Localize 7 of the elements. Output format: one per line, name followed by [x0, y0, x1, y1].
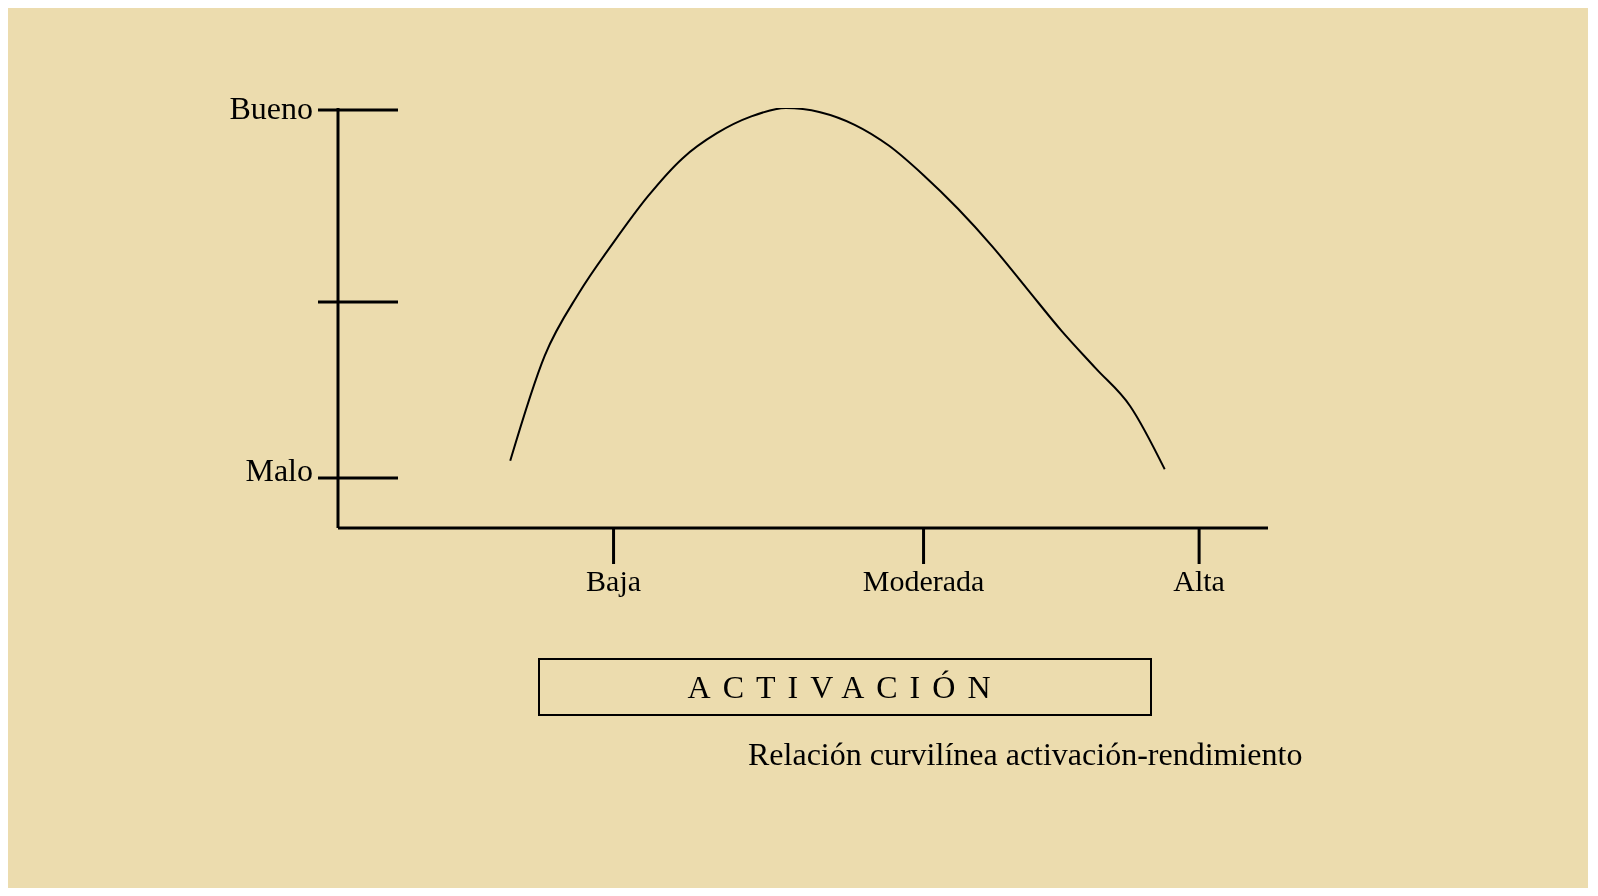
text: Bueno	[229, 90, 313, 127]
x-tick-label: Moderada	[862, 564, 985, 598]
text: Malo	[245, 452, 313, 489]
text: Relación curvilínea activación-rendimiento	[748, 736, 1303, 773]
x-axis-title: ACTIVACIÓN	[538, 658, 1152, 716]
x-tick-label: Baja	[586, 564, 642, 598]
x-tick-label: Alta	[1173, 564, 1225, 598]
